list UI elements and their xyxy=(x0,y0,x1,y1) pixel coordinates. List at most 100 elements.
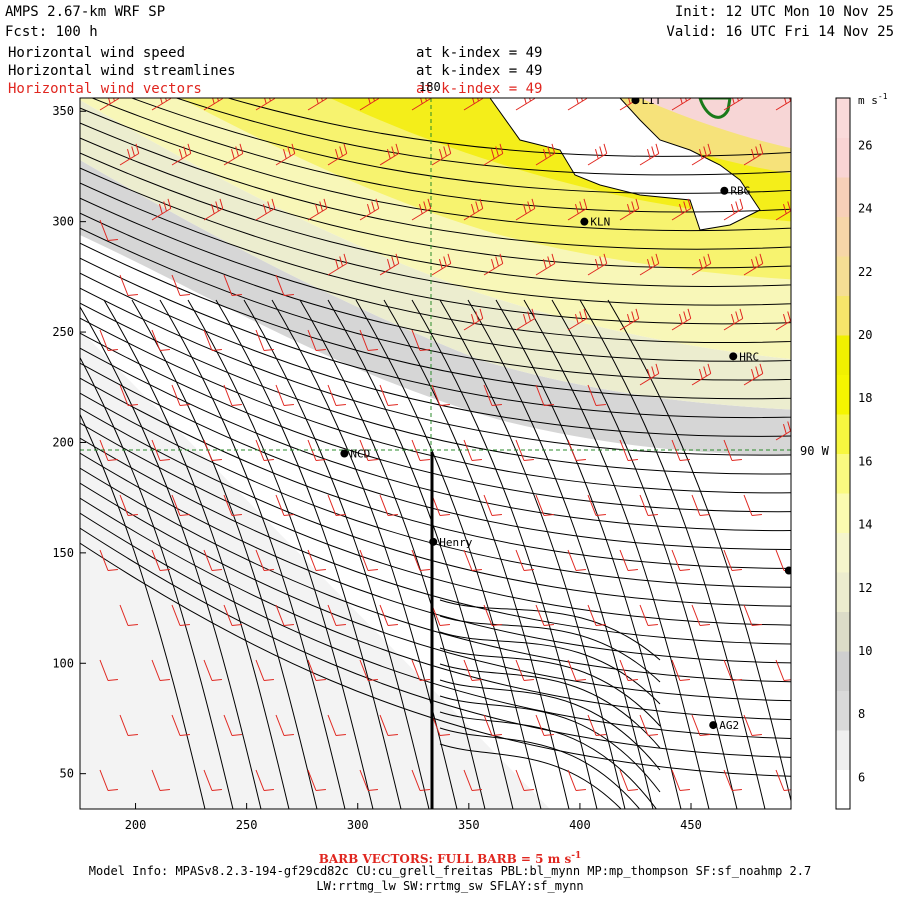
wind-barb-flag xyxy=(470,203,475,214)
wind-barb-flag xyxy=(703,146,707,157)
wind-barb xyxy=(691,373,712,386)
wind-barb-flag xyxy=(447,143,452,154)
speed-band-12 xyxy=(80,100,791,410)
wind-barb-flag xyxy=(523,569,534,572)
wind-barb xyxy=(379,153,400,166)
streamline xyxy=(174,98,791,176)
colorbar-segment xyxy=(836,493,850,533)
wind-barb-flag xyxy=(523,789,534,792)
wind-barb-flag xyxy=(183,146,187,157)
wind-barb-flag xyxy=(163,201,167,212)
colorbar-segment xyxy=(836,335,850,375)
wind-barb-flag xyxy=(491,624,502,627)
model-title: AMPS 2.67-km WRF SP xyxy=(5,4,166,20)
wind-barb-flag xyxy=(730,313,735,324)
wind-barb xyxy=(203,549,213,571)
wind-barb xyxy=(775,320,791,331)
streamline xyxy=(80,356,234,809)
wind-barb-flag xyxy=(179,734,190,737)
streamline xyxy=(159,299,346,809)
wind-barb xyxy=(691,714,701,736)
streamline xyxy=(80,137,791,269)
wind-barb-flag xyxy=(231,294,242,297)
wind-barb xyxy=(619,659,629,681)
streamline xyxy=(80,227,791,381)
wind-barb-flag xyxy=(219,198,224,209)
wind-barb-flag xyxy=(646,258,651,269)
wind-barb-flag xyxy=(750,258,755,269)
wind-barb-flag xyxy=(551,253,556,264)
valid-time: Valid: 16 UTC Fri 14 Nov 25 xyxy=(666,24,894,40)
field-name-streamlines: Horizontal wind streamlines xyxy=(8,63,236,79)
wind-barb xyxy=(411,439,421,461)
physics-info: LW:rrtmg_lw SW:rrtmg_sw SFLAY:sf_mynn xyxy=(316,879,584,893)
wind-barb-flag xyxy=(703,366,707,377)
wind-barb-flag xyxy=(628,98,631,104)
wind-barb xyxy=(255,769,265,791)
wind-barb-flag xyxy=(366,203,371,214)
wind-barb-flag xyxy=(179,624,190,627)
colorbar-label: 20 xyxy=(858,328,872,342)
wind-barb-flag xyxy=(107,679,118,682)
wind-barb xyxy=(483,714,493,736)
wind-barb-flag xyxy=(789,98,791,102)
wind-barb-flag xyxy=(792,419,795,429)
wind-barb-flag xyxy=(735,201,739,212)
streamline xyxy=(80,437,791,645)
wind-barb xyxy=(411,208,432,221)
wind-barb xyxy=(691,153,712,166)
wind-barb-flag xyxy=(211,789,222,792)
wind-barb xyxy=(307,659,317,681)
wind-barb-flag xyxy=(651,146,655,157)
wind-barb xyxy=(275,494,285,516)
wind-barb-flag xyxy=(211,569,222,572)
wind-barb xyxy=(671,659,681,681)
wind-barb-flag xyxy=(210,203,215,214)
wind-barb-flag xyxy=(787,311,791,322)
wind-barb-flag xyxy=(235,146,239,157)
streamline xyxy=(439,599,661,661)
wind-barb-flag xyxy=(655,363,660,374)
wind-barb-flag xyxy=(631,201,635,212)
wind-barb xyxy=(587,384,597,406)
wind-barb xyxy=(119,604,129,626)
wind-barb-flag xyxy=(419,679,430,682)
wind-barb-flag xyxy=(386,148,391,159)
wind-barb-flag xyxy=(759,363,764,374)
wind-barb-flag xyxy=(475,311,479,322)
station-dot xyxy=(580,217,589,226)
wind-barb xyxy=(796,715,804,736)
x-tick-label: 450 xyxy=(680,818,702,832)
wind-barb-flag xyxy=(698,148,703,159)
colorbar-label: 24 xyxy=(858,202,872,216)
wind-barb xyxy=(411,329,421,351)
barb-legend: BARB VECTORS: FULL BARB = 5 m s-1 xyxy=(318,851,582,866)
wind-barb xyxy=(307,329,317,351)
wind-barb xyxy=(255,549,265,571)
wind-barb-flag xyxy=(167,198,172,209)
streamline xyxy=(80,152,791,287)
wind-barb-flag xyxy=(113,98,115,102)
wind-barb xyxy=(223,494,233,516)
wind-barb-flag xyxy=(751,514,762,517)
y-axis: 350 300 250 200 150 100 50 xyxy=(52,104,86,781)
streamline xyxy=(551,299,738,809)
wind-barb-flag xyxy=(599,146,603,157)
init-time: Init: 12 UTC Mon 10 Nov 25 xyxy=(674,4,894,20)
wind-barb-flag xyxy=(127,404,138,407)
wind-barb-flag xyxy=(698,258,703,269)
x-tick-label: 300 xyxy=(347,818,369,832)
wind-barb xyxy=(567,549,577,571)
wind-barb-flag xyxy=(678,313,683,324)
wind-barb-flag xyxy=(230,148,235,159)
wind-barb xyxy=(99,549,109,571)
streamline xyxy=(80,197,791,344)
wind-barb-flag xyxy=(323,198,328,209)
streamline xyxy=(215,299,402,809)
streamline xyxy=(80,305,262,809)
streamline xyxy=(80,377,791,569)
wind-barb-flag xyxy=(335,404,346,407)
wind-barb-flag xyxy=(127,294,138,297)
wind-barb xyxy=(743,153,764,166)
wind-barb xyxy=(691,263,712,276)
